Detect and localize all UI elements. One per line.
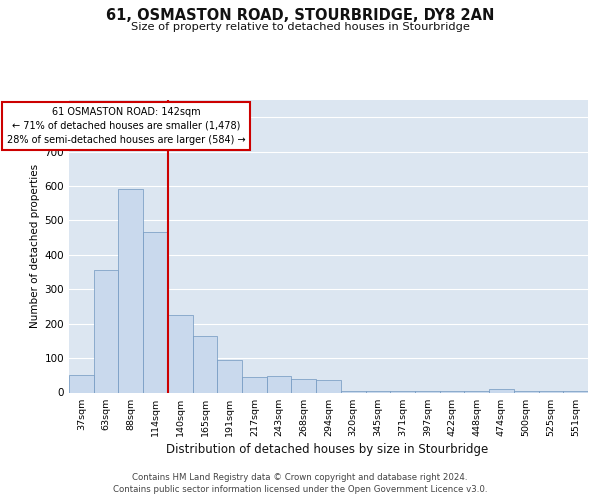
Bar [341, 391, 365, 392]
Bar [118, 190, 143, 392]
Bar [440, 391, 464, 392]
Bar [267, 376, 292, 392]
Text: 61, OSMASTON ROAD, STOURBRIDGE, DY8 2AN: 61, OSMASTON ROAD, STOURBRIDGE, DY8 2AN [106, 8, 494, 22]
Bar [514, 391, 539, 392]
Bar [69, 376, 94, 392]
Text: Size of property relative to detached houses in Stourbridge: Size of property relative to detached ho… [131, 22, 469, 32]
Text: Contains public sector information licensed under the Open Government Licence v3: Contains public sector information licen… [113, 485, 487, 494]
Text: Distribution of detached houses by size in Stourbridge: Distribution of detached houses by size … [166, 442, 488, 456]
Bar [143, 232, 168, 392]
Bar [563, 391, 588, 392]
Bar [365, 391, 390, 392]
Bar [242, 377, 267, 392]
Bar [415, 391, 440, 392]
Bar [193, 336, 217, 392]
Bar [316, 380, 341, 392]
Bar [390, 391, 415, 392]
Bar [539, 391, 563, 392]
Bar [217, 360, 242, 392]
Bar [489, 389, 514, 392]
Bar [464, 391, 489, 392]
Bar [94, 270, 118, 392]
Y-axis label: Number of detached properties: Number of detached properties [31, 164, 40, 328]
Text: Contains HM Land Registry data © Crown copyright and database right 2024.: Contains HM Land Registry data © Crown c… [132, 472, 468, 482]
Bar [168, 315, 193, 392]
Bar [292, 378, 316, 392]
Text: 61 OSMASTON ROAD: 142sqm
← 71% of detached houses are smaller (1,478)
28% of sem: 61 OSMASTON ROAD: 142sqm ← 71% of detach… [7, 107, 245, 145]
